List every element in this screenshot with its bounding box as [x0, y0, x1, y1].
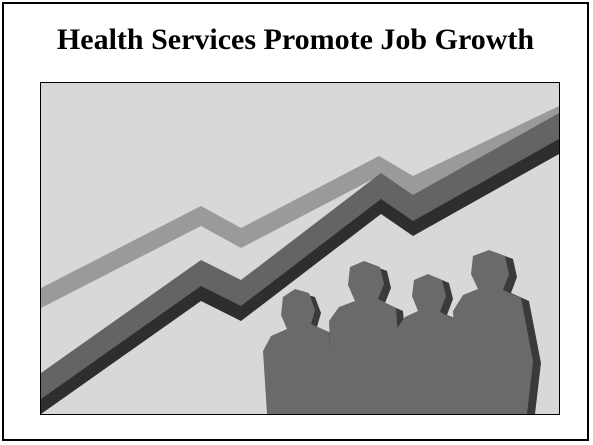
dark-trend-band-shadow: [41, 128, 559, 414]
slide: Health Services Promote Job Growth: [2, 2, 589, 441]
growth-clipart: [40, 82, 560, 415]
light-trend-band: [41, 106, 559, 308]
people-silhouettes: [263, 250, 533, 414]
slide-title: Health Services Promote Job Growth: [56, 23, 535, 56]
dark-trend-band: [41, 113, 559, 399]
growth-clipart-svg: [41, 83, 559, 414]
